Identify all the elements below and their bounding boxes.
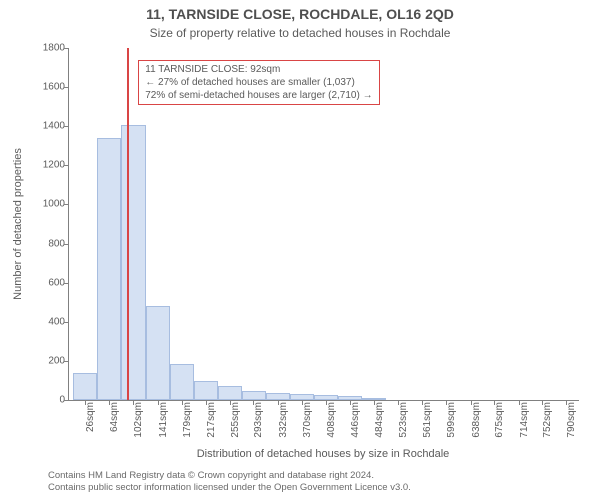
y-axis-label: Number of detached properties	[10, 48, 26, 400]
annotation-box: 11 TARNSIDE CLOSE: 92sqm← 27% of detache…	[138, 60, 379, 105]
annotation-line: 11 TARNSIDE CLOSE: 92sqm	[145, 63, 372, 76]
histogram-bar	[194, 381, 218, 400]
x-tick-label: 790sqm	[566, 400, 577, 438]
x-tick-label: 141sqm	[158, 400, 169, 438]
y-tick-mark	[64, 87, 69, 88]
y-tick-mark	[64, 48, 69, 49]
x-tick-label: 26sqm	[85, 400, 96, 432]
histogram-bar	[97, 138, 121, 400]
x-tick-label: 752sqm	[542, 400, 553, 438]
x-tick-label: 561sqm	[422, 400, 433, 438]
x-tick-label: 64sqm	[109, 400, 120, 432]
x-tick-label: 179sqm	[182, 400, 193, 438]
x-tick-label: 599sqm	[446, 400, 457, 438]
histogram-bar	[218, 386, 242, 400]
page-subtitle: Size of property relative to detached ho…	[0, 26, 600, 40]
x-tick-label: 255sqm	[230, 400, 241, 438]
x-tick-label: 217sqm	[206, 400, 217, 438]
footer-attribution: Contains HM Land Registry data © Crown c…	[48, 470, 588, 494]
y-tick-mark	[64, 165, 69, 166]
footer-line: Contains public sector information licen…	[48, 482, 588, 494]
histogram-bar	[146, 306, 170, 400]
y-tick-mark	[64, 126, 69, 127]
footer-line: Contains HM Land Registry data © Crown c…	[48, 470, 588, 482]
annotation-line: 72% of semi-detached houses are larger (…	[145, 89, 372, 102]
y-tick-mark	[64, 322, 69, 323]
histogram-bar	[170, 364, 194, 400]
x-tick-label: 332sqm	[278, 400, 289, 438]
histogram-plot: 02004006008001000120014001600180026sqm64…	[68, 48, 579, 401]
y-tick-mark	[64, 361, 69, 362]
x-tick-label: 370sqm	[302, 400, 313, 438]
x-tick-label: 675sqm	[494, 400, 505, 438]
x-tick-label: 714sqm	[519, 400, 530, 438]
histogram-bar	[266, 393, 290, 400]
x-tick-label: 408sqm	[326, 400, 337, 438]
y-tick-mark	[64, 400, 69, 401]
x-tick-label: 523sqm	[398, 400, 409, 438]
annotation-line: ← 27% of detached houses are smaller (1,…	[145, 76, 372, 89]
x-tick-label: 102sqm	[133, 400, 144, 438]
reference-line	[127, 48, 129, 400]
histogram-bar	[242, 391, 267, 400]
histogram-bar	[121, 125, 146, 400]
x-tick-label: 293sqm	[253, 400, 264, 438]
x-tick-label: 446sqm	[350, 400, 361, 438]
x-tick-label: 638sqm	[471, 400, 482, 438]
y-tick-mark	[64, 204, 69, 205]
histogram-bar	[73, 373, 97, 400]
y-tick-mark	[64, 244, 69, 245]
y-tick-mark	[64, 283, 69, 284]
x-axis-label: Distribution of detached houses by size …	[68, 448, 578, 460]
page-title: 11, TARNSIDE CLOSE, ROCHDALE, OL16 2QD	[0, 6, 600, 22]
x-tick-label: 484sqm	[374, 400, 385, 438]
